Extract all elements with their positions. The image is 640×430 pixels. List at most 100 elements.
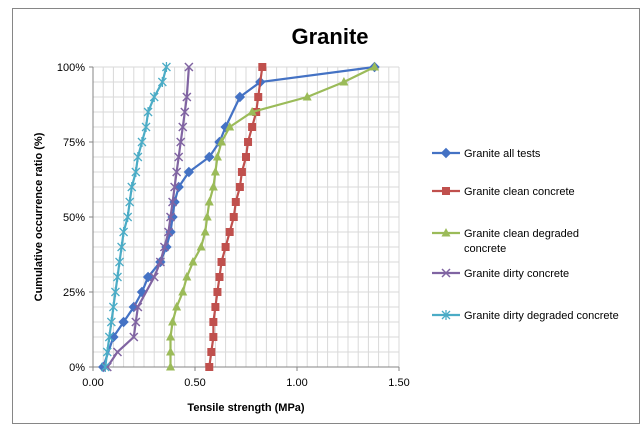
data-point xyxy=(225,228,234,236)
series-layer xyxy=(97,61,380,373)
y-axis-label: Cumulative occurrence ratio (%) xyxy=(33,132,45,301)
series-2 xyxy=(205,63,267,371)
data-point xyxy=(149,272,159,282)
data-point xyxy=(178,287,188,296)
data-point xyxy=(172,167,182,177)
x-axis-label: Tensile strength (MPa) xyxy=(187,402,304,414)
data-point xyxy=(178,122,188,132)
data-point xyxy=(180,107,190,117)
data-point xyxy=(209,318,218,326)
data-point xyxy=(142,271,154,283)
y-tick-label: 50% xyxy=(63,212,85,224)
data-point xyxy=(242,153,250,161)
y-tick-label: 0% xyxy=(69,362,85,374)
data-point xyxy=(204,151,215,163)
data-point xyxy=(237,168,246,176)
data-point xyxy=(196,242,206,251)
data-point xyxy=(204,197,214,206)
data-point xyxy=(125,197,135,207)
data-point xyxy=(234,91,246,103)
data-point xyxy=(210,167,220,176)
data-point xyxy=(129,332,139,342)
data-point xyxy=(208,182,218,191)
series-5 xyxy=(100,62,171,372)
data-point xyxy=(108,302,118,312)
legend-marker xyxy=(441,310,451,320)
data-point xyxy=(163,227,174,237)
legend-item: Granite clean concrete xyxy=(432,186,575,198)
data-point xyxy=(229,213,238,221)
data-point xyxy=(112,347,123,357)
data-point xyxy=(166,362,176,371)
data-point xyxy=(188,257,198,266)
legend-label: Granite clean degraded concrete xyxy=(464,228,579,255)
data-point xyxy=(133,152,143,162)
data-point xyxy=(176,137,186,147)
chart-title: Granite xyxy=(291,24,368,49)
data-point xyxy=(221,243,230,251)
y-tick-label: 25% xyxy=(63,287,85,299)
data-point xyxy=(118,316,129,328)
data-point xyxy=(213,288,222,296)
data-point xyxy=(209,333,218,341)
data-point xyxy=(102,347,112,357)
x-tick-label: 0.50 xyxy=(184,377,205,389)
data-point xyxy=(212,152,222,161)
data-point xyxy=(115,257,124,267)
data-point xyxy=(258,63,267,71)
data-point xyxy=(302,92,312,101)
data-point xyxy=(205,363,214,371)
data-point xyxy=(166,332,176,341)
data-point xyxy=(182,272,192,281)
data-point xyxy=(215,273,224,281)
data-point xyxy=(110,287,120,297)
data-point xyxy=(211,303,220,311)
data-point xyxy=(106,317,116,327)
data-point xyxy=(235,183,244,191)
axes xyxy=(89,66,400,371)
data-point xyxy=(104,332,114,342)
data-point xyxy=(184,62,194,72)
grid xyxy=(93,66,400,367)
data-point xyxy=(168,197,178,207)
data-point xyxy=(254,93,263,101)
series-4 xyxy=(102,62,194,372)
legend-label: Granite clean concrete xyxy=(464,186,575,198)
data-point xyxy=(133,302,143,312)
data-point xyxy=(149,92,159,102)
legend-label: Granite dirty concrete xyxy=(464,268,569,280)
data-point xyxy=(182,92,192,102)
data-point xyxy=(119,227,129,237)
legend-item: Granite dirty concrete xyxy=(432,268,569,280)
data-point xyxy=(217,258,226,266)
data-point xyxy=(159,242,169,252)
data-point xyxy=(170,182,180,192)
data-point xyxy=(207,348,216,356)
data-point xyxy=(172,302,182,311)
data-point xyxy=(217,137,227,146)
data-point xyxy=(143,107,153,117)
data-point xyxy=(161,62,171,72)
data-point xyxy=(200,227,210,236)
data-point xyxy=(370,62,380,71)
data-point xyxy=(131,317,141,327)
legend: Granite all tests Granite clean concrete G… xyxy=(432,147,619,322)
data-point xyxy=(100,362,110,372)
data-point xyxy=(165,212,176,222)
legend-item: Granite clean degraded concrete xyxy=(432,228,579,255)
data-point xyxy=(202,212,212,221)
data-point xyxy=(141,122,151,132)
data-point xyxy=(248,123,257,131)
legend-marker xyxy=(441,268,451,278)
data-point xyxy=(231,198,240,206)
legend-item: Granite all tests xyxy=(432,147,541,160)
tick-labels: 0.00 0.50 1.00 1.50 0% 25% 50% 75% 100% xyxy=(57,62,410,389)
data-point xyxy=(137,137,147,147)
data-point xyxy=(123,212,133,222)
data-point xyxy=(155,257,165,267)
legend-marker xyxy=(441,228,451,237)
data-point xyxy=(183,166,195,178)
data-point xyxy=(113,272,122,282)
data-point xyxy=(174,152,184,162)
